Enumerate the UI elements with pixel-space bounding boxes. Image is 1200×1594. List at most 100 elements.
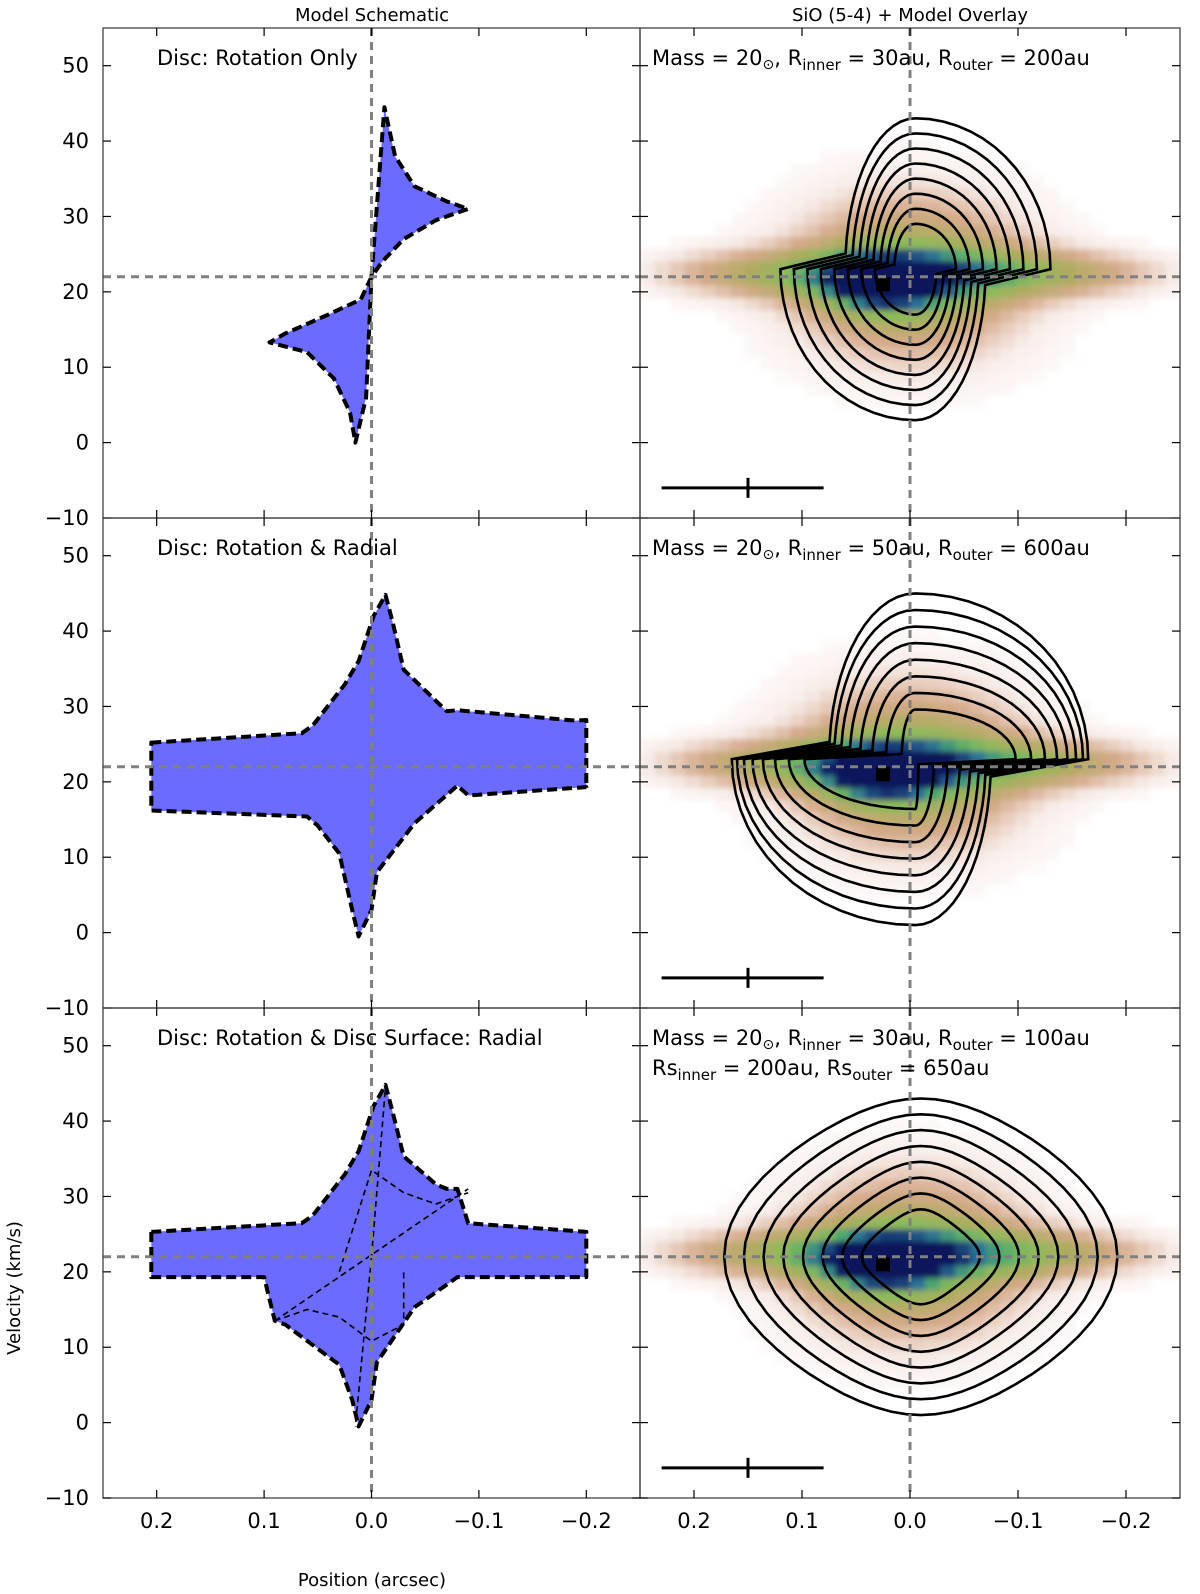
heatmap-cell	[1015, 775, 1031, 789]
heatmap-cell	[775, 1314, 791, 1328]
heatmap-cell	[835, 162, 851, 176]
heatmap-cell	[1135, 1253, 1151, 1266]
heatmap-cell	[1000, 358, 1016, 372]
heatmap-cell	[1090, 297, 1106, 311]
heatmap-cell	[910, 260, 926, 274]
heatmap-cell	[820, 824, 836, 838]
heatmap-cell	[910, 297, 926, 311]
heatmap-cell	[700, 1240, 716, 1254]
heatmap-cell	[805, 1167, 821, 1181]
heatmap-cell	[775, 1338, 791, 1352]
heatmap-cell	[685, 1240, 701, 1254]
heatmap-cell	[1075, 273, 1091, 286]
heatmap-cell	[700, 248, 716, 262]
heatmap-cell	[805, 1289, 821, 1303]
heatmap-cell	[895, 1253, 911, 1266]
heatmap-cell	[940, 199, 956, 213]
heatmap-cell	[1045, 334, 1061, 348]
heatmap-cell	[730, 701, 746, 715]
heatmap-cell	[1000, 297, 1016, 311]
heatmap-cell	[970, 1375, 986, 1389]
heatmap-cell	[1045, 836, 1061, 850]
heatmap-cell	[790, 652, 806, 666]
heatmap-cell	[835, 1277, 851, 1291]
model-contour	[779, 116, 1052, 422]
heatmap-cell	[820, 1314, 836, 1328]
heatmap-cell	[865, 787, 881, 801]
heatmap-cell	[805, 677, 821, 691]
heatmap-cell	[925, 1130, 941, 1144]
heatmap-cell	[1045, 799, 1061, 813]
heatmap-cell	[1105, 763, 1121, 776]
heatmap-cell	[700, 297, 716, 311]
heatmap-cell	[910, 1363, 926, 1377]
schematic-lobe-fill	[371, 107, 469, 277]
y-tick-label: 10	[62, 1335, 89, 1359]
heatmap-cell	[910, 1351, 926, 1364]
heatmap-cell	[985, 346, 1001, 360]
heatmap-cell	[790, 187, 806, 201]
heatmap-cell	[925, 738, 941, 752]
heatmap-cell	[970, 187, 986, 201]
heatmap-cell	[685, 750, 701, 764]
heatmap-cell	[880, 677, 896, 691]
heatmap-cell	[790, 665, 806, 678]
heatmap-cell	[790, 211, 806, 225]
heatmap-cell	[820, 1179, 836, 1193]
heatmap-cell	[1120, 273, 1136, 286]
heatmap-cell	[925, 1216, 941, 1230]
heatmap-cell	[1030, 1326, 1046, 1340]
heatmap-cell	[820, 175, 836, 188]
heatmap-cell	[1015, 346, 1031, 360]
heatmap-cell	[790, 273, 806, 286]
heatmap-cell	[760, 224, 776, 237]
heatmap-cell	[805, 224, 821, 237]
heatmap-cell	[1165, 763, 1180, 776]
heatmap-cell	[1120, 775, 1136, 789]
heatmap-cell	[760, 211, 776, 225]
heatmap-cell	[1015, 285, 1031, 299]
heatmap-cell	[730, 726, 746, 740]
heatmap-cell	[880, 1277, 896, 1291]
heatmap-cell	[730, 309, 746, 323]
heatmap-cell	[895, 628, 911, 642]
heatmap-cell	[760, 334, 776, 348]
heatmap-cell	[1045, 322, 1061, 335]
heatmap-cell	[850, 1191, 866, 1205]
heatmap-cell	[715, 273, 731, 286]
heatmap-cell	[895, 346, 911, 360]
heatmap-cell	[655, 273, 671, 286]
heatmap-cell	[1135, 248, 1151, 262]
heatmap-cell	[895, 873, 911, 887]
heatmap-cell	[670, 297, 686, 311]
heatmap-cell	[820, 211, 836, 225]
heatmap-cell	[1000, 346, 1016, 360]
heatmap-cell	[1045, 1289, 1061, 1303]
heatmap-cell	[1030, 1338, 1046, 1352]
heatmap-cell	[715, 763, 731, 776]
heatmap-cell	[700, 763, 716, 776]
heatmap-cell	[820, 1204, 836, 1217]
heatmap-cell	[760, 714, 776, 727]
heatmap-cell	[985, 1228, 1001, 1242]
model-contour	[787, 691, 1033, 827]
heatmap-cell	[1165, 248, 1180, 262]
heatmap-cell	[985, 371, 1001, 384]
x-tick-label: 0.1	[785, 1509, 818, 1533]
heatmap-cell	[1000, 836, 1016, 850]
heatmap-cell	[925, 665, 941, 678]
heatmap-cell	[955, 1277, 971, 1291]
y-tick-label: 0	[76, 921, 89, 945]
heatmap-cell	[820, 1326, 836, 1340]
heatmap-cell	[1105, 726, 1121, 740]
heatmap-cell	[1060, 1204, 1076, 1217]
heatmap-cell	[805, 787, 821, 801]
heatmap-cell	[670, 1228, 686, 1242]
heatmap-cell	[1015, 358, 1031, 372]
heatmap-cell	[850, 395, 866, 409]
heatmap-cell	[820, 150, 836, 164]
heatmap-cell	[970, 1351, 986, 1364]
heatmap-cell	[670, 1265, 686, 1279]
heatmap-cell	[925, 260, 941, 274]
heatmap-cell	[985, 677, 1001, 691]
